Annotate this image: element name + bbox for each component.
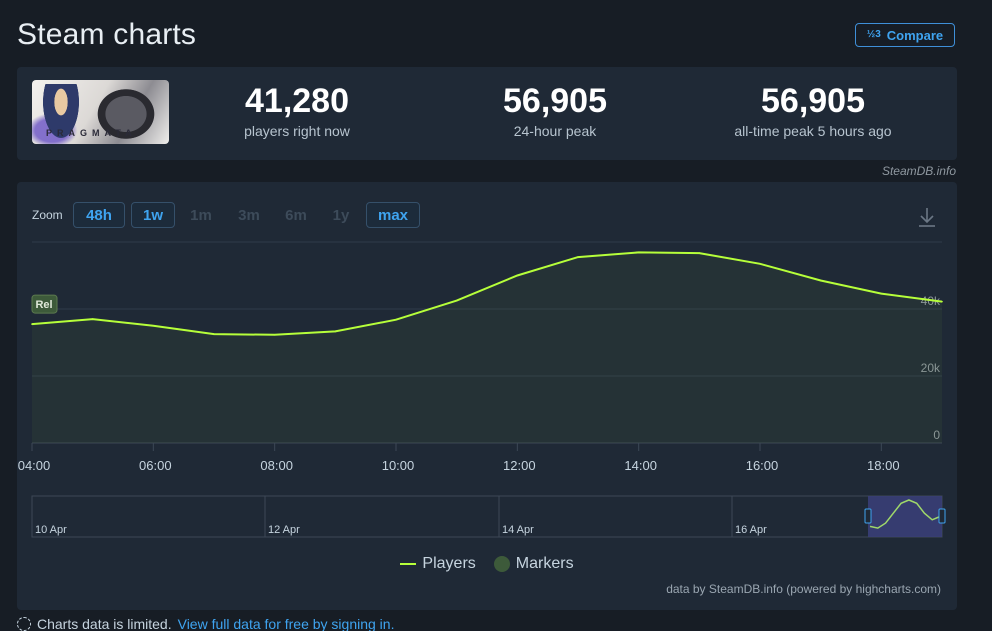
- game-logo-text: PRAGMATA: [46, 128, 137, 138]
- players-point: [819, 279, 822, 282]
- navigator-date-label: 16 Apr: [735, 524, 767, 536]
- release-marker-label: Rel: [35, 299, 52, 311]
- navigator-date-label: 12 Apr: [268, 524, 300, 536]
- players-point: [698, 252, 701, 254]
- players-point: [152, 324, 155, 327]
- players-point: [395, 318, 397, 321]
- navigator-sparkline: [869, 499, 941, 529]
- zoom-button-1m: 1m: [190, 206, 212, 224]
- peak-24h-value: 56,905: [503, 82, 607, 120]
- compare-button[interactable]: ½3 Compare: [855, 23, 955, 47]
- navigator-selection: [868, 496, 942, 537]
- y-tick-label: 20k: [921, 361, 941, 375]
- stat-current-players: 41,280 players right now: [187, 81, 407, 139]
- x-tick-label: 10:00: [382, 458, 415, 473]
- players-line-swatch: [400, 563, 417, 565]
- x-tick-label: 16:00: [746, 458, 779, 473]
- release-marker-badge: [31, 294, 58, 314]
- game-capsule-image[interactable]: PRAGMATA: [32, 80, 169, 144]
- peak-24h-label: 24-hour peak: [513, 123, 597, 139]
- stat-24h-peak: 56,905 24-hour peak: [445, 81, 665, 139]
- players-point: [334, 330, 337, 333]
- players-point: [941, 300, 943, 303]
- zoom-button-3m: 3m: [238, 206, 260, 224]
- chart-credits[interactable]: data by SteamDB.info (powered by highcha…: [666, 582, 941, 596]
- x-tick-label: 18:00: [867, 458, 900, 473]
- zoom-button-max[interactable]: max: [366, 202, 420, 228]
- fraction-icon: ½3: [866, 29, 881, 40]
- players-point: [637, 251, 640, 254]
- limited-data-text: Charts data is limited.: [37, 616, 172, 631]
- player-chart[interactable]: 020k40k04:0006:0008:0010:0012:0014:0016:…: [17, 182, 957, 552]
- stat-alltime-peak: 56,905 all-time peak 5 hours ago: [703, 81, 923, 139]
- players-point: [213, 333, 215, 335]
- x-tick-label: 12:00: [503, 458, 536, 473]
- x-tick-label: 04:00: [18, 458, 51, 473]
- navigator-date-label: 14 Apr: [502, 524, 534, 536]
- download-icon[interactable]: [918, 206, 936, 228]
- players-point: [31, 323, 33, 325]
- navigator-handle-right: [938, 508, 946, 524]
- markers-dot-swatch: [493, 556, 510, 572]
- zoom-button-48h[interactable]: 48h: [73, 202, 125, 228]
- zoom-button-1w[interactable]: 1w: [131, 202, 175, 228]
- legend-markers-label: Markers: [515, 555, 574, 572]
- current-players-value: 41,280: [245, 82, 349, 120]
- zoom-button-1y: 1y: [332, 206, 350, 224]
- players-point: [455, 299, 458, 302]
- players-point: [577, 256, 579, 258]
- x-tick-label: 08:00: [260, 458, 293, 473]
- page-title: Steam charts: [17, 18, 197, 51]
- players-point: [273, 333, 276, 336]
- sign-in-link[interactable]: View full data for free by signing in.: [177, 616, 395, 631]
- navigator-date-label: 10 Apr: [35, 524, 67, 536]
- alltime-peak-label: all-time peak 5 hours ago: [734, 123, 892, 139]
- game-art-robot: [94, 86, 158, 142]
- legend-item-markers[interactable]: Markers: [493, 555, 574, 573]
- players-line: [31, 251, 943, 336]
- legend-players-label: Players: [422, 555, 476, 572]
- x-tick-label: 06:00: [139, 458, 172, 473]
- stats-panel: PRAGMATA 41,280 players right now 56,905…: [17, 67, 957, 160]
- players-point: [880, 292, 883, 295]
- current-players-label: players right now: [244, 123, 350, 139]
- players-point: [759, 262, 761, 265]
- compare-button-label: Compare: [886, 27, 944, 43]
- zoom-button-6m: 6m: [285, 206, 307, 224]
- limited-data-note: Charts data is limited. View full data f…: [17, 616, 394, 631]
- steamdb-source-link[interactable]: SteamDB.info: [881, 164, 956, 178]
- y-tick-label: 0: [933, 428, 940, 442]
- x-tick-label: 14:00: [624, 458, 657, 473]
- chart-legend: Players Markers: [17, 555, 957, 573]
- loading-icon: [17, 617, 31, 631]
- alltime-peak-value: 56,905: [761, 82, 865, 120]
- players-point: [91, 318, 94, 320]
- legend-item-players[interactable]: Players: [400, 555, 476, 573]
- game-art-girl: [40, 84, 82, 144]
- zoom-label: Zoom: [32, 208, 63, 222]
- players-point: [516, 274, 519, 277]
- navigator-handle-left: [864, 508, 872, 524]
- players-area: [32, 252, 942, 443]
- navigator-frame: [31, 495, 943, 538]
